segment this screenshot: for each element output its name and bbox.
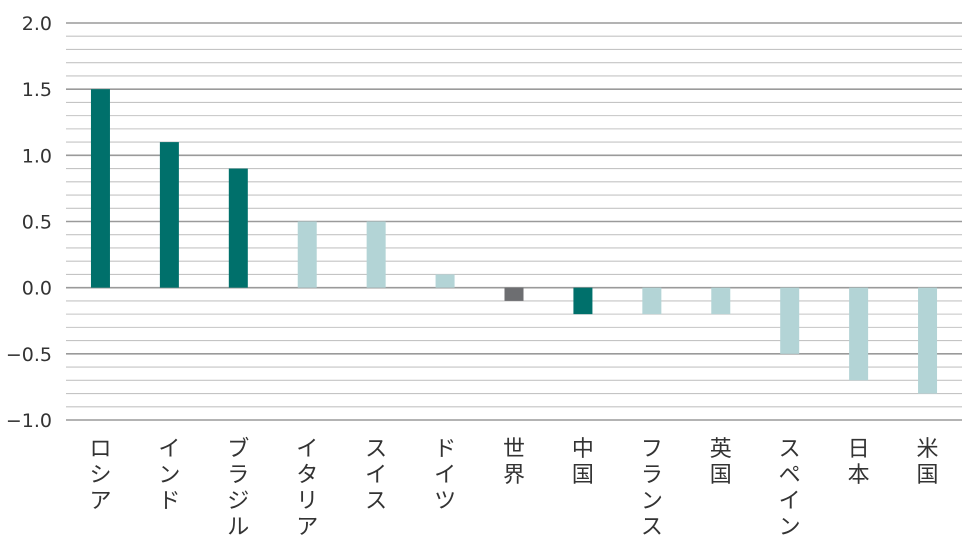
category-label: ブラジル [227,437,249,536]
category-label: ロシア [89,437,111,514]
category-label: スイス [365,437,387,514]
bar [849,287,869,381]
category-label: 世界 [503,437,525,488]
category-label: 米国 [917,437,939,488]
y-tick-label: −1.0 [6,410,52,432]
bars [90,89,938,394]
bar [711,287,731,315]
category-label: 中国 [572,437,594,488]
y-tick-label: 0.0 [22,278,52,300]
y-tick-label: 1.0 [22,145,52,167]
category-label: ドイツ [434,437,456,514]
y-tick-label: 2.0 [22,13,52,35]
category-label: フランス [641,437,663,536]
y-axis-tick-labels: 2.0 1.5 1.0 0.5 0.0 −0.5 −1.0 [6,13,52,432]
category-label: イタリア [296,437,318,536]
bar [435,274,455,288]
category-label: スペイン [779,437,801,536]
y-tick-label: −0.5 [6,344,52,366]
bar [780,287,800,354]
bar [918,287,938,394]
bar [228,168,248,288]
bar [297,221,317,288]
bar [504,287,524,301]
bar [159,142,179,288]
bar [366,221,386,288]
category-label: インド [158,437,180,514]
category-label: 英国 [710,437,732,488]
y-tick-label: 0.5 [22,212,52,234]
category-label: 日本 [848,437,870,488]
bar [90,89,110,288]
grid-lines [66,22,962,421]
y-tick-label: 1.5 [22,79,52,101]
bar [573,287,593,315]
bar [642,287,662,315]
